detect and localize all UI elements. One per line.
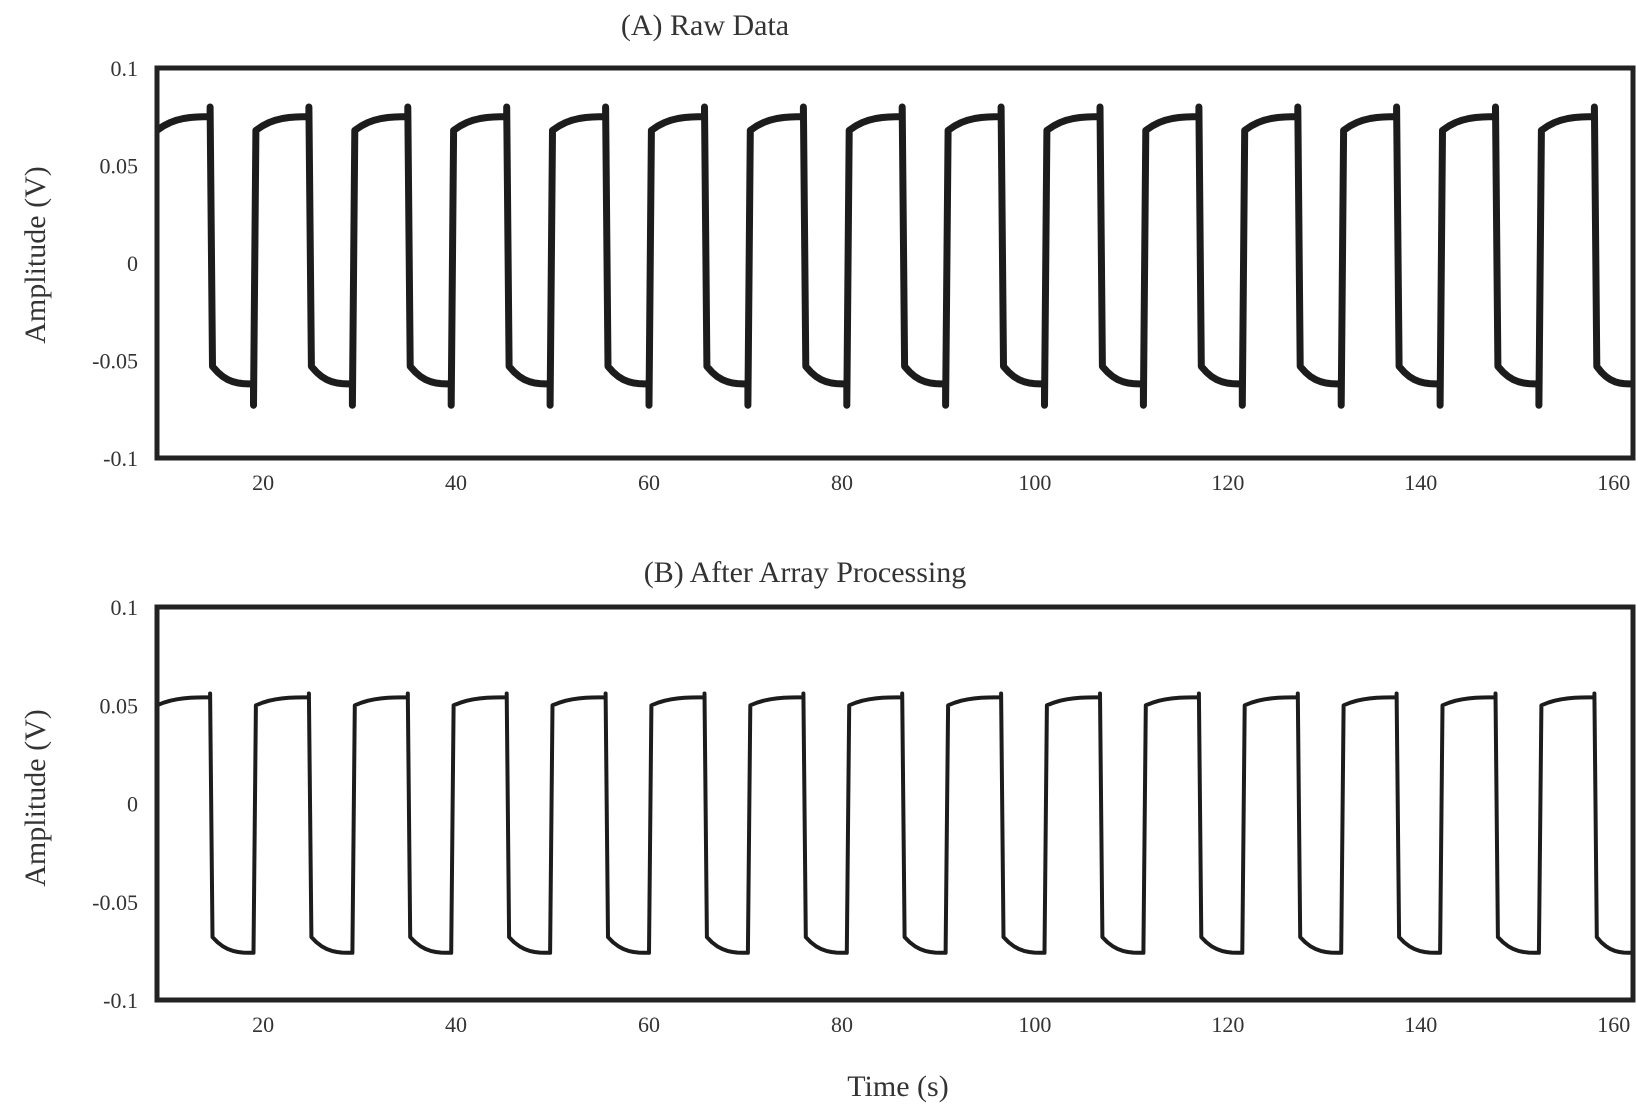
panel-a-x-ticks: 20 40 60 80 100 120 140 160 bbox=[252, 470, 1630, 495]
panel-b-xtick-label: 100 bbox=[1018, 1012, 1051, 1037]
panel-a-xtick-label: 120 bbox=[1211, 470, 1244, 495]
panel-a-ytick-label: 0.05 bbox=[100, 154, 139, 179]
panel-a-xtick-label: 160 bbox=[1597, 470, 1630, 495]
panel-b-signal-line bbox=[157, 691, 1633, 955]
panel-b-signal bbox=[157, 691, 1633, 955]
panel-b-ylabel: Amplitude (V) bbox=[19, 709, 52, 886]
panel-a-frame bbox=[154, 65, 1636, 461]
panel-b-frame bbox=[154, 604, 1636, 1003]
panel-b-y-ticks: -0.1 -0.05 0 0.05 0.1 bbox=[92, 595, 138, 1013]
panel-b-xtick-label: 60 bbox=[638, 1012, 660, 1037]
panel-b-ytick-label: 0.05 bbox=[100, 693, 139, 718]
panel-b-xtick-label: 120 bbox=[1211, 1012, 1244, 1037]
panel-a-xtick-label: 140 bbox=[1404, 470, 1437, 495]
panel-a-ytick-label: -0.1 bbox=[103, 446, 138, 471]
panel-b-xtick-label: 40 bbox=[445, 1012, 467, 1037]
panel-b-xtick-label: 160 bbox=[1597, 1012, 1630, 1037]
panel-b: (B) After Array Processing Amplitude (V)… bbox=[19, 556, 1636, 1037]
panel-b-xtick-label: 140 bbox=[1404, 1012, 1437, 1037]
panel-b-ytick-label: -0.1 bbox=[103, 988, 138, 1013]
panel-a-ytick-label: 0 bbox=[127, 251, 138, 276]
panel-b-ytick-label: 0.1 bbox=[111, 595, 139, 620]
panel-a-signal bbox=[157, 103, 1633, 409]
panel-b-xtick-label: 20 bbox=[252, 1012, 274, 1037]
panel-a-signal-line bbox=[157, 103, 1633, 409]
panel-a-ytick-label: -0.05 bbox=[92, 349, 138, 374]
panel-b-title: (B) After Array Processing bbox=[644, 556, 966, 589]
panel-b-xtick-label: 80 bbox=[831, 1012, 853, 1037]
panel-b-x-ticks: 20 40 60 80 100 120 140 160 bbox=[252, 1012, 1630, 1037]
panel-b-ytick-label: -0.05 bbox=[92, 890, 138, 915]
panel-a-xtick-label: 40 bbox=[445, 470, 467, 495]
panel-a: (A) Raw Data Amplitude (V) -0.1 -0.05 0 0.0… bbox=[19, 9, 1636, 495]
panel-a-xtick-label: 100 bbox=[1018, 470, 1051, 495]
x-axis-label: Time (s) bbox=[847, 1070, 948, 1103]
panel-a-xtick-label: 60 bbox=[638, 470, 660, 495]
panel-a-y-ticks: -0.1 -0.05 0 0.05 0.1 bbox=[92, 56, 138, 471]
panel-a-ylabel: Amplitude (V) bbox=[19, 166, 52, 343]
panel-a-xtick-label: 20 bbox=[252, 470, 274, 495]
panel-a-ytick-label: 0.1 bbox=[111, 56, 139, 81]
panel-a-xtick-label: 80 bbox=[831, 470, 853, 495]
panel-b-ytick-label: 0 bbox=[127, 792, 138, 817]
panel-a-title: (A) Raw Data bbox=[621, 9, 789, 42]
